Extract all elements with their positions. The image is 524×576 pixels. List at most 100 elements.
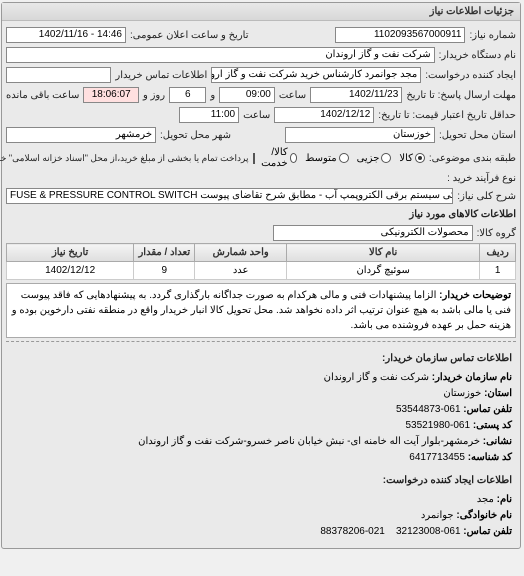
- radio-dot-icon: [382, 153, 392, 163]
- cell-name: سوئیچ گردان: [287, 262, 480, 280]
- radio-dot-icon: [416, 153, 426, 163]
- label-number: شماره نیاز:: [470, 30, 517, 41]
- label-province: استان محل تحویل:: [440, 130, 517, 141]
- radio-dot-icon: [340, 153, 350, 163]
- lbl-post: کد پستی:: [474, 420, 513, 431]
- label-city: شهر محل تحویل:: [161, 130, 232, 141]
- contact-org-row: نام سازمان خریدار: شرکت نفت و گاز اروندا…: [11, 370, 513, 386]
- field-number: 1102093567000911: [336, 27, 466, 43]
- row-validity: حداقل تاریخ اعتبار قیمت: تا تاریخ: 1402/…: [7, 105, 517, 125]
- label-deadline: مهلت ارسال پاسخ: تا تاریخ: [407, 90, 517, 101]
- row-process: نوع فرآیند خرید :: [7, 171, 517, 186]
- label-group: گروه کالا:: [478, 228, 517, 239]
- category-radios: کالا جزیی متوسط کالا/خدمت: [260, 147, 426, 169]
- field-deadline-date: 1402/11/23: [311, 87, 403, 103]
- radio-medium-label: متوسط: [306, 153, 337, 164]
- label-requester: ایجاد کننده درخواست:: [426, 70, 517, 81]
- lbl-org: نام سازمان خریدار:: [433, 372, 513, 383]
- lbl-req-phone: تلفن تماس:: [464, 526, 513, 537]
- label-days: روز و: [144, 90, 166, 101]
- radio-payment[interactable]: کالا/خدمت: [260, 147, 299, 169]
- radio-partial-label: جزیی: [358, 153, 381, 164]
- divider: [7, 341, 517, 342]
- lbl-id: کد شناسه:: [469, 452, 513, 463]
- row-location: استان محل تحویل: خوزستان شهر محل تحویل: …: [7, 125, 517, 145]
- contact-prov-row: استان: خوزستان: [11, 386, 513, 402]
- val-id: 6417713455: [410, 452, 466, 463]
- label-category: طبقه بندی موضوعی:: [430, 153, 517, 164]
- lbl-req-name: نام:: [498, 494, 513, 505]
- contact-phone-row: تلفن تماس: 061-53544873: [11, 402, 513, 418]
- row-group: گروه کالا: محصولات الکترونیکی: [7, 223, 517, 243]
- row-keyword: شرح کلی نیاز: FUSE & PRESSURE CONTROL SW…: [7, 186, 517, 206]
- buyer-note-label: توضیحات خریدار:: [440, 290, 512, 301]
- col-date: تاریخ نیاز: [8, 244, 135, 262]
- req-name-row: نام: مجد: [11, 492, 513, 508]
- label-time-2: ساعت: [244, 110, 271, 121]
- panel-title: جزئیات اطلاعات نیاز: [3, 3, 521, 21]
- val-prov: خوزستان: [444, 388, 482, 399]
- field-city: خرمشهر: [7, 127, 157, 143]
- field-validity-time: 11:00: [180, 107, 240, 123]
- label-datetime: تاریخ و ساعت اعلان عمومی:: [131, 30, 250, 41]
- label-and: و: [211, 90, 216, 101]
- lbl-prov: استان:: [485, 388, 513, 399]
- val-org: شرکت نفت و گاز اروندان: [325, 372, 430, 383]
- requester-header: اطلاعات ایجاد کننده درخواست:: [11, 470, 513, 492]
- col-row: ردیف: [481, 244, 517, 262]
- row-requester: ایجاد کننده درخواست: مجد جوانمرد کارشناس…: [7, 65, 517, 85]
- val-phone: 061-53544873: [397, 404, 462, 415]
- col-unit: واحد شمارش: [196, 244, 288, 262]
- label-process: نوع فرآیند خرید :: [448, 173, 517, 184]
- req-phone-row: تلفن تماس: 061-32123008 021-88378206: [11, 524, 513, 540]
- val-req-family: جوانمرد: [422, 510, 455, 521]
- lbl-addr: نشانی:: [484, 436, 513, 447]
- field-deadline-time: 09:00: [220, 87, 276, 103]
- field-contact-info: [7, 67, 112, 83]
- cell-qty: 9: [135, 262, 196, 280]
- checkbox-payment-note[interactable]: [254, 153, 256, 164]
- panel-body: شماره نیاز: 1102093567000911 تاریخ و ساع…: [3, 21, 521, 548]
- radio-goods-label: کالا: [400, 153, 414, 164]
- items-header: اطلاعات کالاهای مورد نیاز: [7, 206, 517, 223]
- field-keyword: FUSE & PRESSURE CONTROL SWITCH قطعات یدک…: [7, 188, 454, 204]
- field-group: محصولات الکترونیکی: [274, 225, 474, 241]
- contact-id-row: کد شناسه: 6417713455: [11, 450, 513, 466]
- cell-date: 1402/12/12: [8, 262, 135, 280]
- items-table: ردیف نام کالا واحد شمارش تعداد / مقدار ت…: [7, 243, 517, 280]
- lbl-phone: تلفن تماس:: [464, 404, 513, 415]
- row-buyer-org: نام دستگاه خریدار: شرکت نفت و گاز اروندا…: [7, 45, 517, 65]
- col-name: نام کالا: [287, 244, 480, 262]
- radio-goods[interactable]: کالا: [400, 153, 426, 164]
- buyer-note-text: الزاما پیشنهادات فنی و مالی هرکدام به صو…: [13, 290, 512, 331]
- contact-header: اطلاعات تماس سازمان خریدار:: [11, 348, 513, 370]
- radio-medium[interactable]: متوسط: [306, 153, 349, 164]
- val-req-phone: 061-32123008: [397, 526, 462, 537]
- buyer-note-box: توضیحات خریدار: الزاما پیشنهادات فنی و م…: [7, 283, 517, 338]
- row-deadline: مهلت ارسال پاسخ: تا تاریخ 1402/11/23 ساع…: [7, 85, 517, 105]
- col-qty: تعداد / مقدار: [135, 244, 196, 262]
- table-row: 1 سوئیچ گردان عدد 9 1402/12/12: [8, 262, 517, 280]
- req-family-row: نام خانوادگی: جوانمرد: [11, 508, 513, 524]
- row-number: شماره نیاز: 1102093567000911 تاریخ و ساع…: [7, 25, 517, 45]
- label-validity: حداقل تاریخ اعتبار قیمت: تا تاریخ:: [379, 110, 517, 121]
- contact-block: اطلاعات تماس سازمان خریدار: نام سازمان خ…: [7, 344, 517, 544]
- radio-partial[interactable]: جزیی: [358, 153, 393, 164]
- val-post: 061-53521980: [407, 420, 472, 431]
- field-requester: مجد جوانمرد کارشناس خرید شرکت نفت و گاز …: [212, 67, 422, 83]
- val-addr: خرمشهر-بلوار آیت اله خامنه ای- نبش خیابا…: [139, 436, 481, 447]
- label-time-1: ساعت: [280, 90, 307, 101]
- payment-note: پرداخت تمام یا بخشی از مبلغ خرید،از محل …: [0, 153, 250, 164]
- cell-unit: عدد: [196, 262, 288, 280]
- table-header-row: ردیف نام کالا واحد شمارش تعداد / مقدار ت…: [8, 244, 517, 262]
- label-keyword: شرح کلی نیاز:: [458, 191, 517, 202]
- field-validity-date: 1402/12/12: [275, 107, 375, 123]
- field-remain-days: 6: [170, 87, 207, 103]
- field-buyer-org: شرکت نفت و گاز اروندان: [7, 47, 436, 63]
- lbl-req-family: نام خانوادگی:: [457, 510, 513, 521]
- field-datetime: 14:46 - 1402/11/16: [7, 27, 127, 43]
- main-panel: جزئیات اطلاعات نیاز شماره نیاز: 11020935…: [2, 2, 522, 549]
- label-buyer-org: نام دستگاه خریدار:: [440, 50, 517, 61]
- val-req-name: مجد: [478, 494, 495, 505]
- field-remain-time: 18:06:07: [84, 87, 140, 103]
